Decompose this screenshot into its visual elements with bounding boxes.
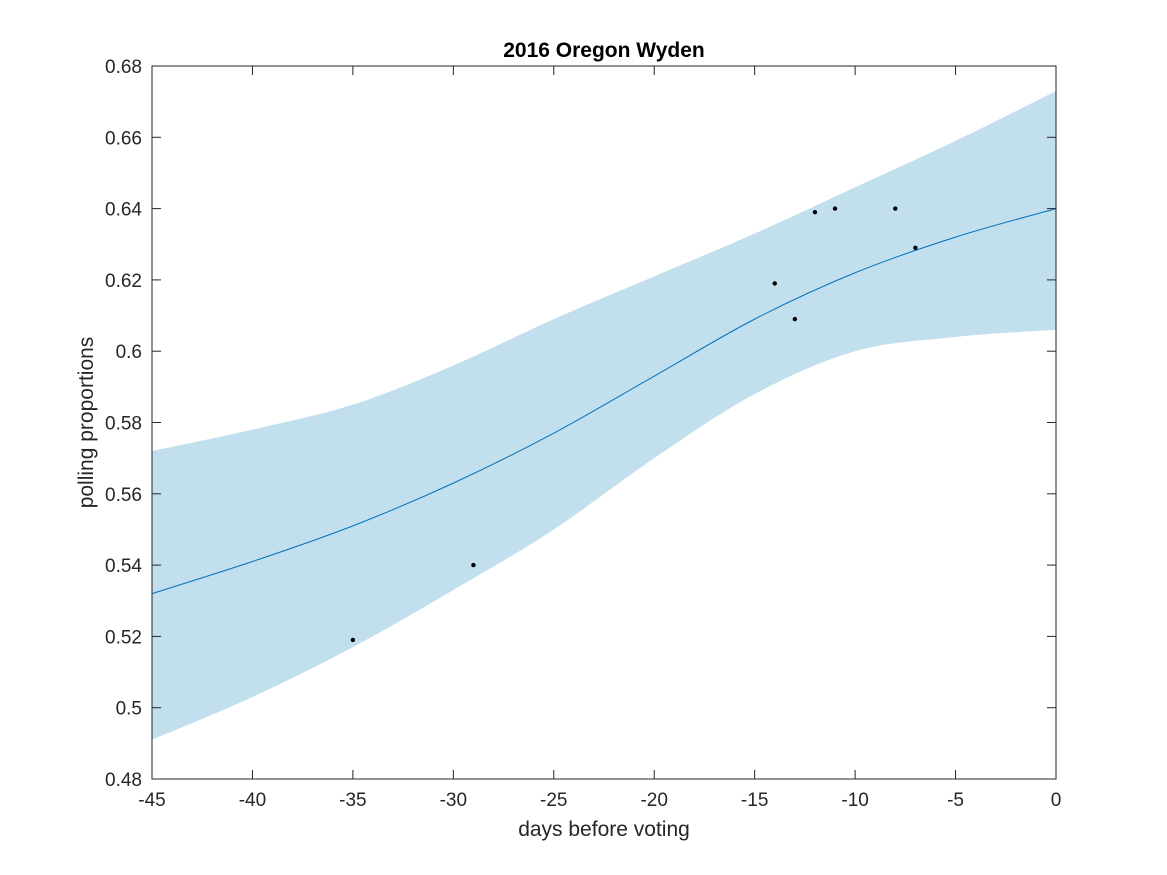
x-tick-label: -25 — [540, 790, 567, 811]
poll-point — [792, 316, 798, 322]
x-tick-label: -15 — [741, 790, 768, 811]
fit-line — [151, 208, 1057, 595]
poll-point — [812, 209, 818, 215]
y-tick-label: 0.56 — [105, 485, 142, 506]
chart-title: 2016 Oregon Wyden — [503, 39, 705, 62]
x-tick-label: -10 — [841, 790, 868, 811]
x-tick-label: -30 — [440, 790, 467, 811]
confidence-band-layer — [152, 90, 1056, 740]
x-tick-label: -20 — [640, 790, 667, 811]
poll-point — [350, 637, 356, 643]
x-tick-label: -45 — [138, 790, 165, 811]
y-axis-ticks: 0.48 0.5 0.52 0.54 0.56 0.58 0.6 0.62 0.64 0.66 0.… — [105, 57, 1056, 791]
poll-point — [471, 562, 476, 568]
poll-point — [772, 281, 777, 286]
y-tick-label: 0.5 — [116, 699, 142, 720]
y-tick-label: 0.52 — [105, 627, 142, 648]
y-axis-label: polling proportions — [75, 337, 98, 509]
y-tick-label: 0.54 — [105, 556, 142, 577]
x-tick-label: -35 — [339, 790, 366, 811]
poll-points-layer — [350, 206, 918, 643]
y-tick-label: 0.6 — [116, 342, 142, 363]
x-axis-ticks: -45 -40 -35 -30 -25 -20 -15 -10 -5 0 — [138, 66, 1061, 811]
confidence-band — [152, 90, 1056, 740]
x-tick-label: -5 — [947, 790, 964, 811]
y-tick-label: 0.68 — [105, 57, 142, 78]
poll-point — [893, 206, 898, 211]
y-tick-label: 0.48 — [105, 770, 142, 791]
y-tick-label: 0.64 — [105, 200, 142, 221]
poll-point — [832, 206, 838, 211]
x-tick-label: 0 — [1051, 790, 1062, 811]
x-tick-label: -40 — [239, 790, 266, 811]
poll-point — [913, 245, 918, 251]
y-tick-label: 0.58 — [105, 414, 142, 435]
y-tick-label: 0.62 — [105, 271, 142, 292]
y-tick-label: 0.66 — [105, 128, 142, 149]
x-axis-label: days before voting — [518, 818, 690, 841]
fit-line-layer — [151, 208, 1057, 595]
